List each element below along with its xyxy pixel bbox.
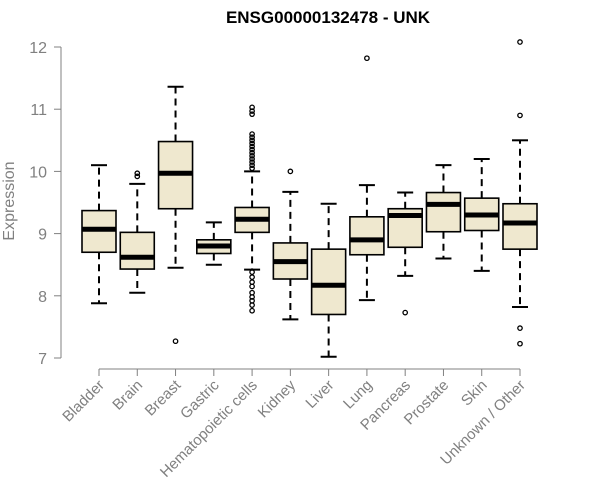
box-hematopoietic-cells	[234, 104, 270, 314]
outlier-point	[172, 338, 179, 345]
y-tick-label: 10	[29, 164, 47, 181]
boxes-group	[81, 39, 538, 358]
x-tick-label: Brain	[109, 377, 146, 414]
outlier-point	[517, 340, 523, 347]
box-skin	[463, 157, 500, 272]
chart-title: ENSG00000132478 - UNK	[226, 8, 431, 27]
outlier-point	[249, 146, 255, 153]
outlier-point	[249, 274, 255, 280]
outlier-point	[364, 55, 370, 62]
outlier-point	[249, 134, 255, 141]
outlier-point	[249, 159, 255, 165]
x-tick-label: Kidney	[255, 376, 300, 421]
outlier-point	[249, 137, 255, 144]
y-tick-label: 12	[29, 40, 47, 57]
box-brain	[119, 170, 156, 294]
box-prostate	[425, 164, 462, 260]
y-tick-label: 7	[38, 351, 47, 368]
box-liver	[310, 202, 347, 358]
y-tick-label: 9	[38, 227, 47, 244]
iqr-box	[349, 216, 385, 256]
outlier-point	[249, 149, 255, 156]
outlier-point	[249, 143, 255, 150]
iqr-box	[425, 191, 462, 233]
iqr-box	[502, 202, 538, 250]
outlier-point	[249, 104, 255, 111]
x-tick-label: Skin	[458, 377, 491, 410]
box-pancreas	[387, 191, 423, 316]
box-kidney	[272, 168, 309, 321]
outlier-point	[249, 294, 255, 300]
iqr-box	[310, 248, 347, 316]
iqr-box	[119, 231, 156, 270]
outlier-point	[287, 168, 294, 175]
y-tick-label: 8	[38, 289, 47, 306]
box-bladder	[81, 164, 117, 305]
outlier-point	[134, 173, 141, 180]
y-tick-label: 11	[30, 102, 47, 119]
outlier-point	[402, 309, 409, 316]
outlier-point	[249, 131, 255, 137]
outlier-point	[517, 112, 523, 119]
outlier-point	[249, 307, 255, 314]
box-gastric	[196, 221, 232, 266]
outlier-point	[249, 140, 255, 147]
outlier-point	[249, 153, 255, 159]
box-breast	[157, 85, 194, 345]
outlier-point	[517, 325, 523, 331]
outlier-point	[249, 165, 255, 172]
outlier-point	[249, 162, 255, 169]
outlier-point	[517, 39, 523, 45]
box-unknown-other	[502, 39, 538, 347]
y-axis: 7 8 9 10 11 12	[29, 40, 62, 368]
outlier-point	[249, 111, 255, 118]
box-lung	[349, 55, 385, 302]
y-axis-label: Expression	[1, 161, 18, 240]
outlier-point	[249, 302, 255, 308]
outlier-point	[249, 156, 255, 162]
outlier-point	[249, 108, 255, 114]
outlier-point	[249, 283, 255, 290]
x-tick-label: Liver	[302, 377, 337, 412]
outlier-point	[134, 170, 141, 177]
x-tick-label: Bladder	[59, 377, 108, 426]
